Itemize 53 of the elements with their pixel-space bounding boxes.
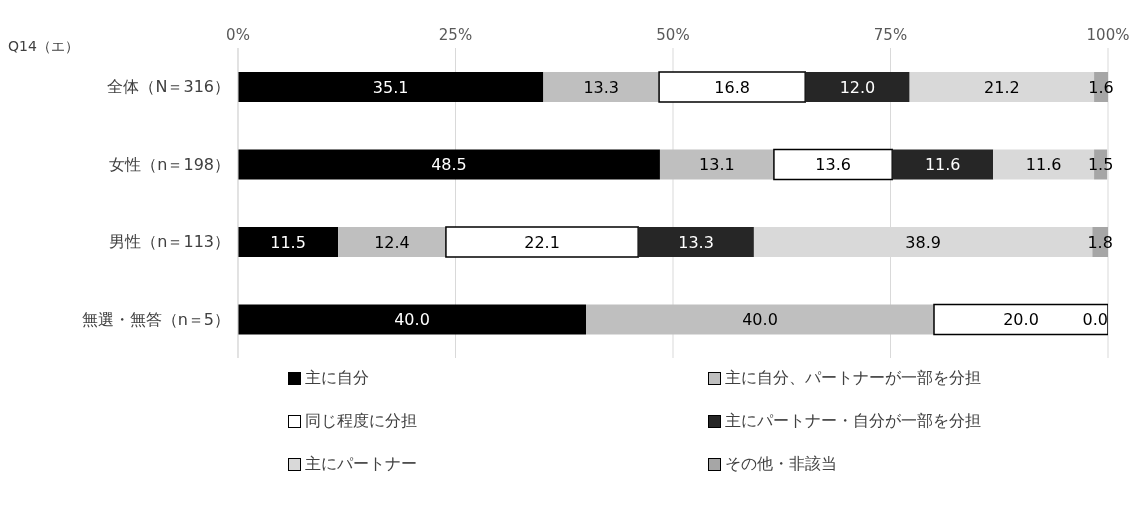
data-label: 13.1 [699,155,735,175]
bar [445,226,639,258]
data-label: 20.0 [1003,310,1039,330]
data-label: 40.0 [394,310,430,330]
bar [543,72,660,102]
x-tick-label: 100% [1086,26,1130,44]
data-label: 11.6 [1025,155,1062,175]
bar [892,149,994,180]
legend-label: 主に自分 [305,368,369,389]
data-label: 21.2 [984,77,1020,97]
bar [658,71,806,103]
data-label: 48.5 [431,155,467,175]
bar [805,72,910,102]
data-label: 40.0 [742,310,778,330]
data-label: 0.0 [1082,309,1108,329]
bar [238,72,544,102]
data-label: 1.5 [1087,155,1114,175]
x-tick-label: 50% [656,26,690,44]
data-label: 13.6 [815,155,851,175]
legend-label: その他・非該当 [725,454,837,475]
bar [586,304,934,335]
data-label: 1.8 [1087,232,1113,252]
legend-label: 主にパートナー・自分が一部を分担 [725,411,981,432]
data-label: 11.6 [924,155,961,175]
data-label: 11.5 [270,232,306,252]
x-tick-label: 75% [873,26,908,44]
bar [238,227,339,257]
y-tick-label: 男性（n＝113） [109,232,230,252]
data-label: 1.6 [1088,77,1114,97]
data-label: 12.4 [374,232,410,252]
bar [238,149,660,180]
data-label: 22.1 [524,232,560,252]
y-tick-label: 女性（n＝198） [109,154,230,174]
bar [773,148,893,181]
bar [338,227,446,257]
data-label: 35.1 [372,77,409,97]
data-label: 13.3 [583,77,620,97]
legend-label: 主にパートナー [305,454,417,475]
bar [238,304,586,335]
x-tick-label: 0% [226,26,250,44]
y-tick-label: 無選・無答（n＝5） [81,309,230,329]
bar [638,227,754,257]
legend-label: 主に自分、パートナーが一部を分担 [725,368,981,389]
text: Q14（エ） [8,38,79,56]
data-label: 13.3 [678,232,714,252]
x-tick-label: 25% [438,26,473,44]
bar [933,303,1108,336]
bar [659,149,774,180]
data-label: 12.0 [839,77,876,97]
legend-label: 同じ程度に分担 [305,411,417,432]
y-tick-label: 全体（N＝316） [107,77,230,97]
data-label: 38.9 [905,232,941,252]
data-label: 16.8 [714,77,750,97]
